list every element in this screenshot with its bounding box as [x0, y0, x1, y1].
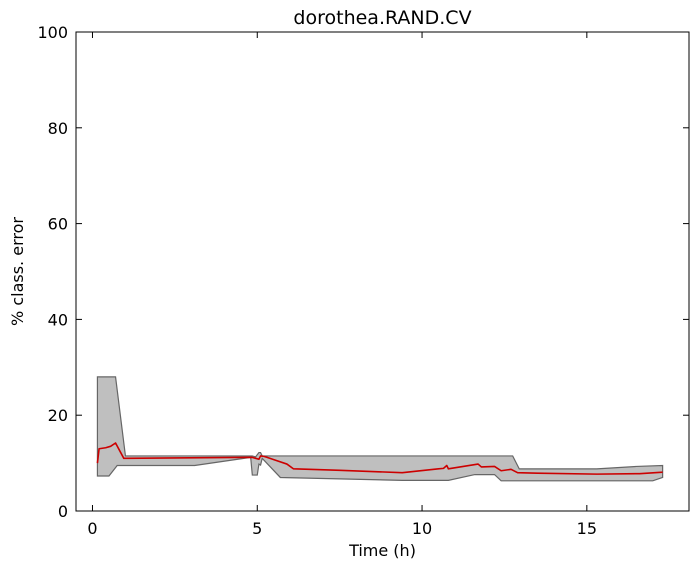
y-tick-label: 80: [48, 119, 68, 138]
error-band: [96, 376, 664, 482]
chart-title: dorothea.RAND.CV: [293, 7, 471, 29]
y-tick-label: 40: [48, 310, 68, 329]
x-axis-label: Time (h): [348, 541, 416, 560]
y-axis-label: % class. error: [8, 217, 27, 326]
x-tick-label: 0: [87, 519, 97, 538]
plot-area: 0 5 10 15 0 20 40 60 80 100: [37, 23, 690, 538]
plot-frame: [75, 31, 690, 512]
x-tick-label: 10: [412, 519, 432, 538]
x-tick-label: 5: [252, 519, 262, 538]
mean-error-line: [96, 442, 663, 475]
y-tick-label: 0: [58, 502, 68, 521]
y-tick-label: 60: [48, 215, 68, 234]
x-tick-label: 15: [577, 519, 597, 538]
y-tick-label: 20: [48, 406, 68, 425]
y-tick-label: 100: [37, 23, 68, 42]
